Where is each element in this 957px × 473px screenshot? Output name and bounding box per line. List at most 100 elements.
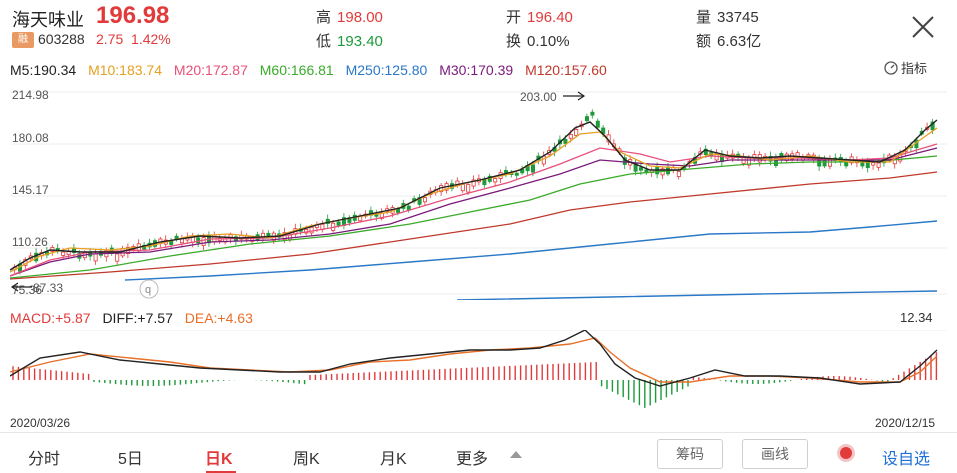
candle-body — [876, 162, 881, 168]
candle-body — [309, 226, 314, 234]
stat-low-value: 193.40 — [337, 33, 383, 50]
candle-body — [541, 155, 546, 165]
macd-legend: MACD:+5.87 DIFF:+7.57 DEA:+4.63 — [10, 310, 261, 326]
stat-open-value: 196.40 — [527, 9, 573, 26]
macd-chart[interactable] — [9, 329, 947, 416]
tab-5day[interactable]: 5日 — [118, 451, 143, 468]
close-icon[interactable] — [908, 12, 938, 42]
indicator-label: 指标 — [901, 61, 928, 76]
ma60-line — [9, 155, 938, 279]
change-percent: 1.42% — [131, 31, 171, 47]
stat-low: 低 193.40 — [316, 30, 383, 51]
ma5-label: M5:190.34 — [10, 62, 77, 78]
candle-body — [422, 197, 427, 203]
ma30-label: M30:170.39 — [439, 62, 514, 78]
candle-body — [460, 184, 465, 192]
candle-body — [828, 159, 833, 167]
macd-value: MACD:+5.87 — [10, 310, 91, 326]
query-icon-label: q — [145, 284, 151, 296]
stat-high-label: 高 — [316, 9, 332, 26]
stat-amount-value: 6.63亿 — [717, 33, 762, 50]
stat-low-label: 低 — [316, 33, 332, 50]
stat-high-value: 198.00 — [337, 9, 383, 26]
candle-body — [493, 178, 498, 183]
ma250-line — [124, 220, 938, 281]
dea-line — [9, 337, 938, 383]
macd-axis-max: 12.34 — [900, 310, 933, 325]
candle-body — [466, 184, 471, 193]
record-icon[interactable] — [836, 443, 856, 463]
stock-code: 603288 — [38, 31, 85, 47]
ma60-label: M60:166.81 — [259, 62, 334, 78]
candle-body — [644, 169, 649, 173]
y-tick-3: 145.17 — [12, 183, 49, 197]
stat-amount-label: 额 — [696, 33, 712, 50]
tab-monthly-k[interactable]: 月K — [380, 451, 407, 468]
candle-body — [93, 253, 98, 262]
dea-value: DEA:+4.63 — [184, 310, 253, 326]
ma20-label: M20:172.87 — [173, 62, 248, 78]
candle-body — [61, 251, 66, 256]
candle-body — [930, 121, 935, 131]
stat-volume-value: 33745 — [717, 9, 759, 26]
ma10-label: M10:183.74 — [88, 62, 163, 78]
candle-body — [871, 162, 876, 166]
period-tabs: 分时 5日 日K 周K 月K 更多 筹码 画线 设自选 — [0, 432, 957, 473]
stock-name: 海天味业 — [12, 10, 84, 30]
stock-change: 2.75 1.42% — [96, 31, 171, 47]
candle-body — [568, 134, 573, 139]
query-icon — [139, 279, 159, 299]
candle-body — [703, 148, 708, 156]
y-tick-4: 110.26 — [12, 235, 48, 249]
ma250-label: M250:125.80 — [345, 62, 428, 78]
candle-body — [201, 237, 206, 246]
tab-daily-k[interactable]: 日K — [205, 451, 233, 468]
candle-body — [768, 155, 773, 162]
candle-body — [676, 171, 681, 177]
indicator-button[interactable]: 指标 — [884, 58, 927, 77]
kline-chart[interactable]: 214.98 180.08 145.17 110.26 75.36 203.00… — [9, 84, 947, 301]
candle-body — [471, 179, 476, 187]
more-arrow-icon — [510, 451, 522, 458]
diff-value: DIFF:+7.57 — [102, 310, 173, 326]
quote-header: 海天味业 196.98 融 603288 2.75 1.42% 高 198.00 … — [0, 0, 957, 56]
macd-histogram — [12, 352, 938, 408]
candle-body — [574, 128, 579, 136]
candle-body — [336, 221, 341, 226]
y-tick-1: 214.98 — [12, 88, 49, 102]
ma20-line — [9, 143, 938, 277]
diff-line — [9, 329, 938, 387]
tab-weekly-k[interactable]: 周K — [293, 451, 320, 468]
tab-more[interactable]: 更多 — [456, 451, 489, 468]
chips-button[interactable]: 筹码 — [657, 439, 723, 469]
candle-body — [514, 172, 519, 176]
y-tick-2: 180.08 — [12, 131, 49, 145]
stat-turnover: 换 0.10% — [506, 30, 570, 51]
candle-body — [590, 111, 595, 116]
ma5-line — [9, 119, 938, 271]
low-marker-label: 87.33 — [33, 281, 63, 295]
add-watchlist-button[interactable]: 设自选 — [882, 451, 931, 468]
candle-body — [595, 120, 600, 128]
moving-average-legend: M5:190.34 M10:183.74 M20:172.87 M60:166.… — [10, 62, 615, 78]
tab-intraday[interactable]: 分时 — [28, 451, 61, 468]
stat-turnover-value: 0.10% — [527, 33, 570, 50]
candle-body — [531, 164, 536, 173]
stat-volume-label: 量 — [696, 9, 712, 26]
draw-line-button[interactable]: 画线 — [742, 439, 808, 469]
ma120-line — [9, 171, 938, 280]
ma30-line — [9, 147, 938, 277]
ma120-label: M120:157.60 — [525, 62, 607, 78]
stock-price: 196.98 — [96, 2, 170, 29]
date-start: 2020/03/26 — [10, 416, 71, 430]
gauge-icon — [884, 60, 898, 75]
stat-amount: 额 6.63亿 — [696, 30, 761, 51]
candle-body — [115, 253, 120, 262]
stat-open-label: 开 — [506, 9, 522, 26]
stat-open: 开 196.40 — [506, 6, 573, 27]
candle-body — [585, 116, 590, 122]
margin-badge: 融 — [12, 32, 34, 48]
stat-turnover-label: 换 — [506, 33, 522, 50]
high-marker-label: 203.00 — [520, 90, 557, 104]
date-end: 2020/12/15 — [875, 416, 936, 430]
